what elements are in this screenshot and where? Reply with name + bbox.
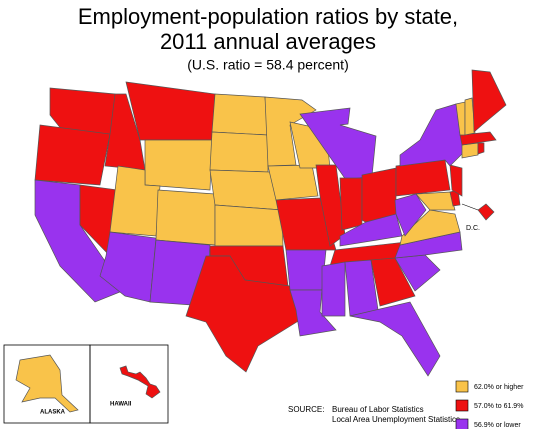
- title-line: 2011 annual averages: [160, 29, 376, 54]
- state: [370, 257, 416, 307]
- state: [285, 249, 327, 291]
- state: [399, 103, 467, 167]
- legend-label: 57.0% to 61.9%: [474, 403, 523, 410]
- source-label: SOURCE:: [288, 405, 324, 414]
- state: [211, 93, 269, 136]
- state: [339, 213, 403, 247]
- state: [349, 301, 441, 377]
- legend-swatch: [455, 418, 469, 429]
- legend-label: 62.0% or higher: [474, 384, 524, 391]
- state: [471, 69, 507, 133]
- hawaii-inset: [89, 344, 169, 424]
- state: [477, 142, 485, 155]
- hawaii-label: HAWAII: [110, 402, 132, 408]
- state: [459, 131, 497, 146]
- state: [464, 97, 476, 136]
- source-line: Local Area Unemployment Statistics: [332, 415, 460, 424]
- state: [477, 203, 495, 221]
- state: [415, 191, 456, 211]
- dc-leader: [461, 203, 479, 211]
- state: [399, 209, 461, 246]
- state: [209, 131, 269, 173]
- legend-swatch: [455, 399, 469, 412]
- state: [299, 107, 377, 181]
- state: [125, 81, 216, 141]
- state: [321, 261, 346, 317]
- legend-swatch: [455, 380, 469, 393]
- state: [34, 124, 111, 186]
- state: [15, 354, 79, 413]
- source-line: Bureau of Labor Statistics: [332, 405, 424, 414]
- legend: 62.0% or higher 57.0% to 61.9% 56.9% or lo…: [455, 380, 524, 429]
- alaska-label: ALASKA: [40, 410, 66, 416]
- state: [449, 164, 463, 197]
- state: [155, 189, 216, 246]
- subtitle: (U.S. ratio = 58.4 percent): [187, 57, 348, 73]
- title-line: Employment-population ratios by state,: [78, 4, 458, 29]
- state-map: [15, 69, 507, 413]
- state: [119, 365, 161, 399]
- state: [315, 164, 346, 247]
- dc-label: D.C.: [466, 225, 480, 232]
- state: [461, 142, 479, 159]
- state: [214, 204, 284, 247]
- state: [339, 177, 363, 231]
- legend-label: 56.9% or lower: [474, 422, 521, 429]
- state: [185, 255, 301, 373]
- state: [144, 139, 213, 191]
- state: [394, 193, 427, 237]
- state: [267, 164, 319, 201]
